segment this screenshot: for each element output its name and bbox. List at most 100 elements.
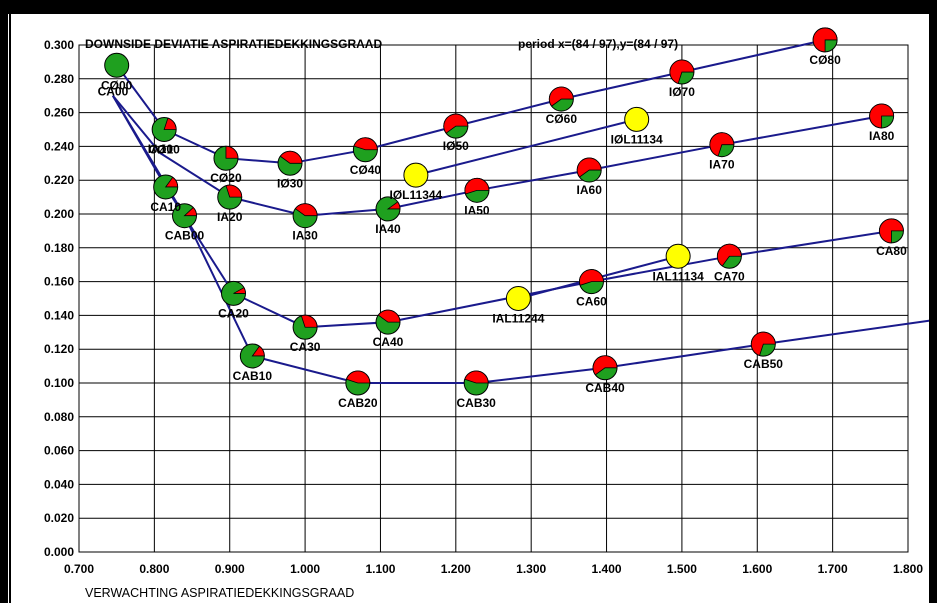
x-tick-label: 1.800 [893,562,923,576]
point-labels: CØ00 CØ10 CA10 CAB00 CØ20 IA20 CA20 CAB10 IØ30 IA… [98,53,908,410]
x-axis-label: VERWACHTING ASPIRATIEDEKKINGSGRAAD [85,586,354,600]
x-tick-label: 1.200 [441,562,471,576]
axes [78,44,909,553]
pie-sector-red [576,157,602,178]
y-tick-label: 0.000 [44,545,74,559]
x-tick-label: 1.700 [818,562,848,576]
point-label: CA30 [290,340,321,354]
pie-marker [403,162,429,188]
pie-sector-red [716,243,742,267]
window-top-border [0,0,937,14]
data-points [104,27,904,396]
pie-marker [292,203,318,229]
pie-marker [878,218,904,244]
pie-sector-red [879,218,904,244]
x-tick-label: 1.100 [365,562,395,576]
pie-sector-red [669,59,695,84]
point-label: IØ50 [443,139,469,153]
y-tick-label: 0.220 [44,173,74,187]
grid [79,45,908,552]
y-tick-label: 0.160 [44,275,74,289]
pie-sector-red [279,150,303,164]
pie-sector-red [386,201,401,210]
window-right-border [929,14,937,603]
pie-marker [624,106,650,132]
pie-sector-red [183,206,197,217]
x-tick-label: 0.800 [139,562,169,576]
pie-marker [153,174,179,200]
chart-title: DOWNSIDE DEVIATIE ASPIRATIEDEKKINGSGRAAD [85,37,382,51]
pie-sector-red [750,331,776,357]
chart-subtitle: period x=(84 / 97),y=(84 / 97) [518,37,678,51]
series-line [112,95,931,384]
pie-marker [151,117,177,142]
point-label: CA10 [150,200,181,214]
point-label: IØ30 [277,176,303,190]
pie-sector-red [353,137,378,151]
pie-marker [750,331,776,357]
point-label: CA60 [576,295,607,309]
point-label: IA10 [148,142,174,156]
point-label: IAL11244 [492,312,544,326]
pie-marker [277,150,303,176]
pie-marker [375,196,401,222]
pie-marker [592,355,618,381]
x-tick-label: 1.300 [516,562,546,576]
x-tick-label: 0.900 [215,562,245,576]
x-tick-label: 0.700 [64,562,94,576]
point-label: CA40 [373,335,404,349]
point-label: CØ00 [101,78,133,92]
pie-marker [869,103,895,129]
point-label: IØL11344 [390,188,443,202]
pie-marker [220,280,246,306]
y-tick-label: 0.300 [44,38,74,52]
pie-marker-yellow [665,243,691,269]
pie-marker [104,52,130,78]
pie-marker-green [104,52,130,78]
plot-frame [78,44,909,553]
pie-sector-red [464,370,489,384]
pie-sector-red [225,184,243,198]
y-tick-label: 0.180 [44,241,74,255]
y-tick-label: 0.280 [44,72,74,86]
point-label: CA00 [98,85,129,99]
x-tick-label: 1.400 [592,562,622,576]
point-label: IA40 [375,222,401,236]
pie-sector-red [812,27,838,53]
pie-marker [172,203,198,229]
pie-sector-red [709,132,735,157]
pie-marker [716,243,742,269]
y-tick-label: 0.080 [44,410,74,424]
pie-sector-red [464,177,490,195]
window-left-border [0,0,8,603]
point-label: CAB40 [585,381,625,395]
pie-marker [578,269,604,295]
pie-sector-red [345,370,371,384]
pie-marker-yellow [403,162,429,188]
point-label: IA70 [709,158,735,172]
y-tick-label: 0.020 [44,511,74,525]
pie-sector-red [548,86,574,107]
pie-sector-red [443,113,469,134]
pie-sector-red [163,117,177,130]
point-label: CAB30 [456,396,496,410]
x-tick-label: 1.500 [667,562,697,576]
point-label: IA50 [464,203,490,217]
pie-sector-red [294,203,318,217]
pie-sector-red [592,355,618,376]
point-label: CØ80 [809,53,841,67]
pie-sector-red [869,103,895,129]
pie-sector-red [233,287,246,294]
pie-sector-red [300,314,318,328]
point-label: CAB20 [338,396,378,410]
pie-marker [375,309,401,335]
pie-marker [709,132,735,158]
pie-marker-yellow [624,106,650,132]
point-label: CA70 [714,269,745,283]
pie-sector-red [251,345,265,357]
y-tick-label: 0.060 [44,444,74,458]
point-label: CA20 [218,306,249,320]
pie-marker [665,243,691,269]
pie-marker [505,286,531,311]
y-tick-label: 0.200 [44,207,74,221]
